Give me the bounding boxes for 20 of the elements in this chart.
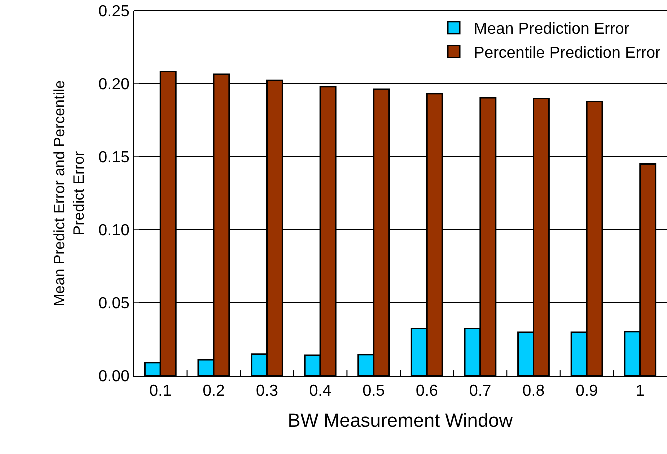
x-tick-label: 0.4 <box>309 383 332 400</box>
y-tick-label: 0.15 <box>98 150 130 167</box>
legend-label: Mean Prediction Error <box>474 21 630 38</box>
x-tick-label: 0.7 <box>469 383 492 400</box>
x-tick-label: 0.6 <box>416 383 438 400</box>
x-tick-label: 0.5 <box>362 383 386 400</box>
x-tick-label: 0.8 <box>522 383 545 400</box>
y-tick-label: 0.20 <box>98 76 130 94</box>
y-tick-label: 0.05 <box>98 296 130 313</box>
y-tick-label: 0.10 <box>98 222 130 240</box>
x-tick-label: 0.9 <box>576 383 598 400</box>
y-tick-label: 0.00 <box>98 368 130 386</box>
x-axis-title: BW Measurement Window <box>288 411 514 432</box>
legend-label: Percentile Prediction Error <box>474 44 662 62</box>
y-axis-title: Mean Predict Error and Percentile Predict Error <box>51 80 88 306</box>
y-tick-label: 0.25 <box>98 4 130 21</box>
x-tick-label: 0.1 <box>150 383 172 400</box>
x-tick-label: 1 <box>636 383 645 400</box>
x-tick-label: 0.3 <box>256 383 278 400</box>
x-tick-label: 0.2 <box>202 383 226 400</box>
